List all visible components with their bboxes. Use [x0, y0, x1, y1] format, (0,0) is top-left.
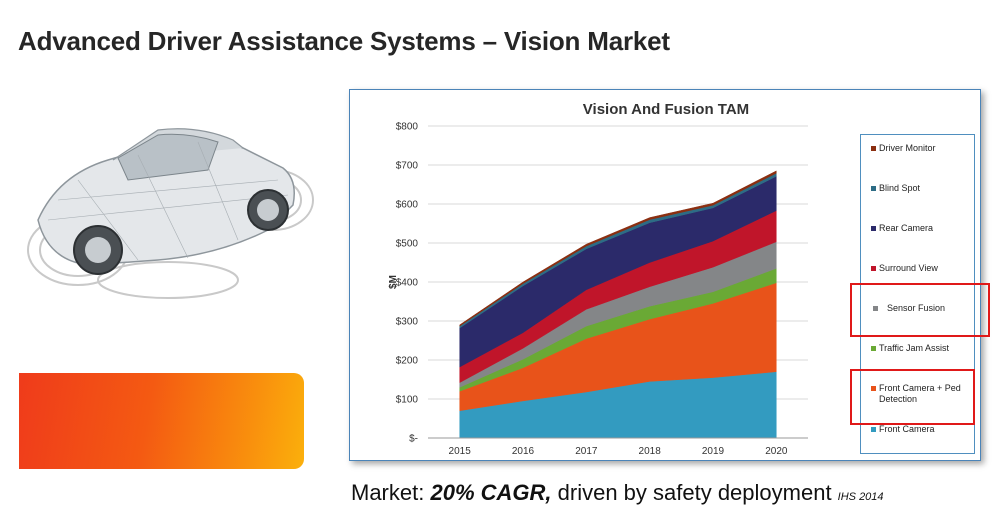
- y-tick-label: $500: [396, 239, 419, 250]
- car-wireframe-image: [27, 128, 314, 299]
- highlight-box-sensor-fusion: [850, 283, 990, 337]
- legend-label: Blind Spot: [879, 183, 921, 193]
- market-caption: Market: 20% CAGR, driven by safety deplo…: [351, 480, 884, 506]
- caption-suffix: driven by safety deployment: [551, 480, 838, 505]
- y-tick-label: $700: [396, 161, 419, 172]
- x-tick-label: 2020: [765, 446, 788, 457]
- y-tick-label: $200: [396, 356, 419, 367]
- area-series: [459, 170, 777, 439]
- legend-swatch: [873, 306, 878, 311]
- legend-item-surround-view: Surround View: [871, 263, 971, 274]
- legend-item-sensor-fusion: Sensor Fusion: [873, 303, 973, 314]
- x-tick-label: 2016: [512, 446, 535, 457]
- legend-item-driver-monitor: Driver Monitor: [871, 143, 971, 154]
- legend-item-front-camera: Front Camera: [871, 424, 971, 435]
- y-tick-label: $300: [396, 317, 419, 328]
- x-tick-label: 2015: [449, 446, 472, 457]
- highlight-box-front-camera-ped: [850, 369, 975, 425]
- orange-accent-bar: [19, 373, 304, 469]
- legend-item-front-camera-ped-detection: Front Camera + Ped Detection: [871, 383, 971, 405]
- legend-label: Driver Monitor: [879, 143, 936, 153]
- y-tick-label: $600: [396, 200, 419, 211]
- x-tick-label: 2018: [639, 446, 662, 457]
- legend-item-traffic-jam-assist: Traffic Jam Assist: [871, 343, 971, 354]
- y-tick-label: $800: [396, 122, 419, 133]
- legend-swatch: [871, 226, 876, 231]
- legend-label: Front Camera: [879, 424, 935, 434]
- y-tick-label: $100: [396, 395, 419, 406]
- legend-swatch: [871, 186, 876, 191]
- chart-legend: Driver Monitor Blind Spot Rear Camera Surro…: [860, 134, 975, 454]
- area-driver-monitor: [459, 170, 777, 327]
- x-tick-label: 2019: [702, 446, 725, 457]
- y-axis-label: $M: [388, 275, 399, 289]
- legend-item-rear-camera: Rear Camera: [871, 223, 971, 234]
- legend-swatch: [871, 266, 876, 271]
- y-tick-label: $400: [396, 278, 419, 289]
- legend-swatch: [871, 427, 876, 432]
- legend-label: Sensor Fusion: [887, 303, 946, 313]
- y-tick-label: $-: [409, 434, 418, 445]
- legend-swatch: [871, 386, 876, 391]
- legend-swatch: [871, 146, 876, 151]
- chart-title: Vision And Fusion TAM: [583, 101, 749, 118]
- legend-label: Surround View: [879, 263, 938, 273]
- axes: $- $100 $200 $300 $400 $500 $600 $700 $800 2015 20…: [396, 122, 808, 457]
- legend-item-blind-spot: Blind Spot: [871, 183, 971, 194]
- x-tick-label: 2017: [575, 446, 598, 457]
- legend-label: Rear Camera: [879, 223, 934, 233]
- legend-label: Front Camera + Ped Detection: [879, 383, 961, 404]
- caption-cagr: 20% CAGR,: [430, 480, 552, 505]
- chart-frame: Vision And Fusion TAM $M $- $100 $200 $300 $…: [349, 89, 990, 461]
- tam-area-chart: Vision And Fusion TAM $M $-$100$200$300$…: [388, 101, 808, 457]
- caption-prefix: Market:: [351, 480, 431, 505]
- legend-swatch: [871, 346, 876, 351]
- slide-title: Advanced Driver Assistance Systems – Vis…: [18, 26, 670, 56]
- caption-source: IHS 2014: [837, 491, 884, 503]
- legend-label: Traffic Jam Assist: [879, 343, 950, 353]
